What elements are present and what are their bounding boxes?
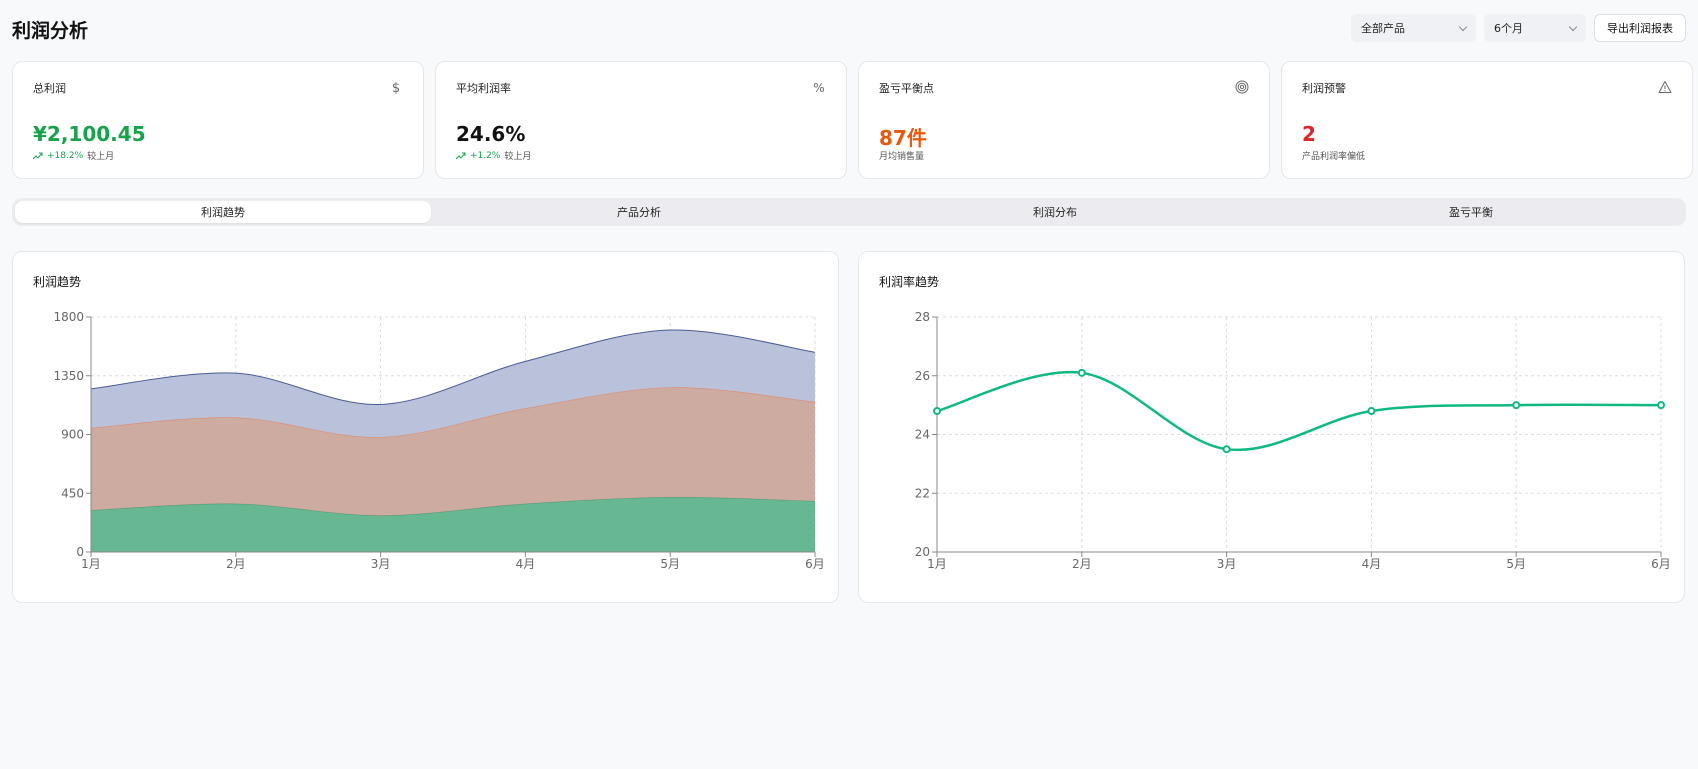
x-tick-label: 3月 [1217,557,1237,571]
line-series [936,370,1662,452]
target-icon [1235,80,1249,94]
card-label: 利润预警 [1302,82,1346,95]
card-sub: 产品利润率偏低 [1302,149,1365,162]
panel-title: 利润趋势 [33,275,82,289]
svg-text:$: $ [392,81,400,94]
x-tick-label: 4月 [516,557,536,571]
card-note: 产品利润率偏低 [1302,152,1366,162]
card-total-profit: 总利润 $ ¥2,100.45 +18.2% 较上月 [12,61,424,179]
warning-icon [1658,81,1672,93]
percent-icon: % [813,81,824,94]
data-point [933,407,941,415]
header-controls: 全部产品 6个月 导出利润报表 [1351,14,1686,42]
area-line-series-3 [90,329,816,405]
y-tick-label: 26 [915,369,930,383]
x-tick-label: 3月 [371,557,391,571]
tab-product-analysis[interactable]: 产品分析 [617,206,661,219]
margin-trend-chart: 20 22 24 26 28 1月 2月 3月 4月 5月 6月 [915,310,1671,571]
card-value: 24.6% [456,122,526,146]
card-value: ¥2,100.45 [33,122,146,146]
card-note: 较上月 [87,152,115,162]
area-series-1 [91,497,815,552]
x-tick-label: 4月 [1362,557,1382,571]
page-title: 利润分析 [12,20,89,42]
chevron-down-icon [1568,22,1578,31]
card-label: 总利润 [33,82,66,95]
product-select[interactable]: 全部产品 [1351,14,1476,42]
x-tick-label: 6月 [1651,557,1671,571]
card-note: 月均销售量 [879,152,925,162]
tab-profit-trend[interactable]: 利润趋势 [15,201,431,223]
export-report-button[interactable]: 导出利润报表 [1594,14,1686,42]
page-header: 利润分析 全部产品 6个月 导出利润报表 [12,14,1686,44]
data-point [1512,401,1521,410]
card-sub: 月均销售量 [879,149,924,162]
data-point [1222,445,1231,454]
card-value: 87件 [879,126,927,150]
tab-bar: 利润趋势 产品分析 利润分布 盈亏平衡 [12,198,1686,226]
tab-profit-distribution[interactable]: 利润分布 [1033,206,1077,219]
area-series-3 [91,329,815,438]
profit-trend-panel: 利润趋势 0 450 900 1350 1800 1月 2月 3月 4月 5月 6月 [12,251,839,603]
product-select-value: 全部产品 [1361,22,1405,35]
trend-up-icon [33,152,43,159]
card-avg-margin: 平均利润率 % 24.6% +1.2% 较上月 [435,61,847,179]
svg-text:%: % [813,81,824,94]
tab-breakeven[interactable]: 盈亏平衡 [1449,206,1493,219]
card-sub: +1.2% 较上月 [456,149,531,162]
x-tick-label: 1月 [927,557,947,571]
data-point [1367,407,1376,415]
chevron-down-icon [1458,22,1468,31]
x-tick-label: 6月 [805,557,825,571]
panel-title: 利润率趋势 [879,275,940,289]
margin-trend-panel: 利润率趋势 20 22 24 26 28 1月 2月 3月 4月 5月 6月 [858,251,1685,603]
card-note: 较上月 [504,152,532,162]
y-tick-label: 20 [915,545,930,559]
card-trend: +18.2% [47,150,84,161]
card-label: 盈亏平衡点 [879,82,934,95]
dollar-icon: $ [392,81,400,94]
area-series-2 [91,387,815,516]
x-tick-label: 1月 [81,557,101,571]
period-select[interactable]: 6个月 [1484,14,1586,42]
profit-trend-chart: 0 450 900 1350 1800 1月 2月 3月 4月 5月 6月 [53,310,825,571]
data-point [1077,368,1086,377]
y-tick-label: 28 [915,310,930,324]
y-tick-label: 1350 [53,369,84,383]
card-profit-warning: 利润预警 2 产品利润率偏低 [1281,61,1693,179]
card-value: 2 [1302,122,1316,146]
y-tick-label: 22 [915,486,930,500]
period-select-value: 6个月 [1494,22,1523,35]
trend-up-icon [456,152,466,159]
y-tick-label: 450 [61,486,84,500]
y-tick-label: 1800 [53,310,84,324]
x-tick-label: 5月 [660,557,680,571]
y-tick-label: 24 [915,428,930,442]
card-trend: +1.2% [470,150,501,161]
data-point [1657,401,1665,410]
card-breakeven: 盈亏平衡点 87件 月均销售量 [858,61,1270,179]
x-tick-label: 5月 [1506,557,1526,571]
x-tick-label: 2月 [1072,557,1092,571]
y-tick-label: 900 [61,428,84,442]
card-label: 平均利润率 [456,82,511,95]
y-tick-label: 0 [76,545,84,559]
x-tick-label: 2月 [226,557,246,571]
card-sub: +18.2% 较上月 [33,149,114,162]
